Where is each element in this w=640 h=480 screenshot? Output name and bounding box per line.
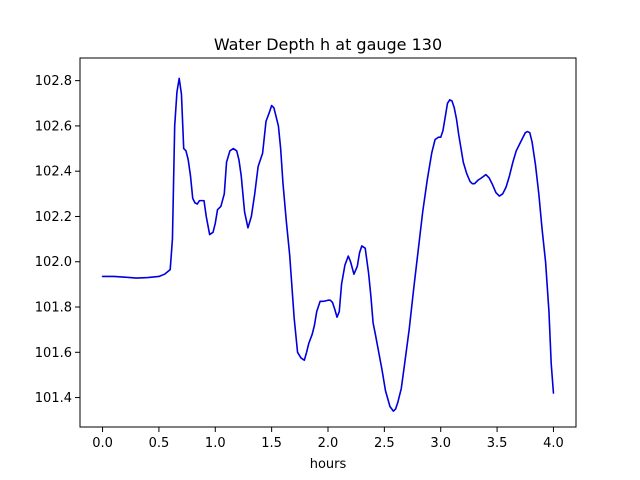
x-tick-label: 3.5 — [487, 436, 508, 451]
y-tick-label: 102.2 — [35, 210, 72, 225]
y-tick-label: 102.6 — [35, 119, 72, 134]
y-axis: 101.4 101.6 101.8 102.0 102.2 102.4 102.6 102.8 — [35, 74, 80, 406]
y-tick-label: 101.4 — [35, 391, 72, 406]
y-tick-label: 102.8 — [35, 74, 72, 89]
x-axis-label: hours — [310, 457, 347, 472]
x-axis: 0.0 0.5 1.0 1.5 2.0 2.5 3.0 3.5 4.0 — [92, 427, 564, 451]
x-tick-label: 1.0 — [205, 436, 226, 451]
y-tick-label: 101.6 — [35, 346, 72, 361]
series-line-0 — [101, 77, 555, 412]
plot-area — [79, 57, 577, 428]
y-tick-label: 102.0 — [35, 255, 72, 270]
chart-title: Water Depth h at gauge 130 — [214, 35, 442, 54]
x-tick-label: 1.5 — [261, 436, 282, 451]
x-tick-label: 2.5 — [374, 436, 395, 451]
plot-frame — [79, 57, 577, 428]
x-tick-label: 0.5 — [149, 436, 170, 451]
x-tick-label: 4.0 — [543, 436, 564, 451]
y-tick-label: 101.8 — [35, 301, 72, 316]
y-tick-label: 102.4 — [35, 165, 72, 180]
x-tick-label: 0.0 — [92, 436, 113, 451]
x-tick-label: 2.0 — [318, 436, 339, 451]
x-tick-label: 3.0 — [430, 436, 451, 451]
